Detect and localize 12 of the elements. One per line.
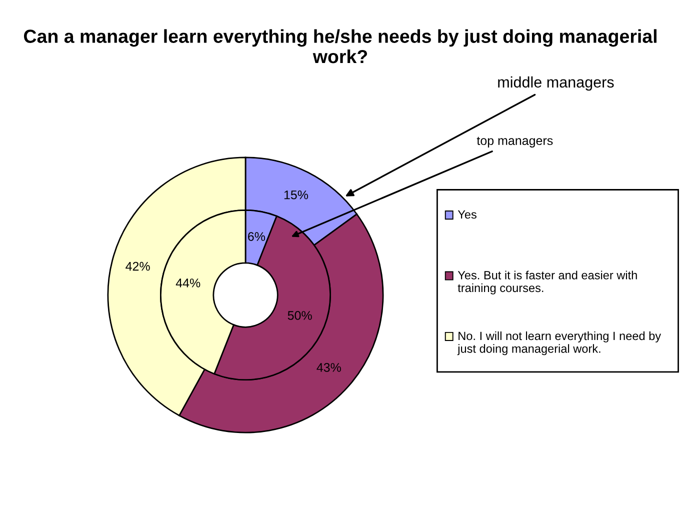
slice-label: middle managers <box>498 76 614 91</box>
legend-label: No. I will not learn everything I need by just doing managerial work. <box>457 331 662 356</box>
data-label: 44% <box>176 278 200 288</box>
data-label: 42% <box>126 262 150 271</box>
chart-title: Can a manager learn everything he/she needs by just doing managerial work? <box>24 29 656 64</box>
legend-label: Yes. But it is faster and easier with training courses. <box>458 270 637 294</box>
data-label: 6% <box>248 232 266 241</box>
data-label: 50% <box>288 311 312 320</box>
data-label: 15% <box>284 190 308 200</box>
data-label: 43% <box>316 363 341 372</box>
legend-label: Yes <box>458 210 476 219</box>
slice-label: top managers <box>476 136 553 148</box>
